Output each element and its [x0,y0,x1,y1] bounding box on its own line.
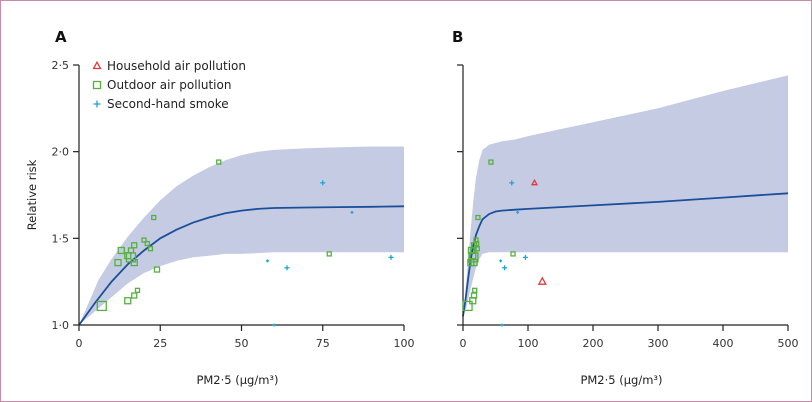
square-point [326,251,332,257]
legend-label: Outdoor air pollution [107,78,231,92]
square-point [216,159,222,165]
square-point [468,252,479,263]
y-tick-label: 1·5 [52,232,70,245]
plus-point [502,265,508,271]
square-point [114,258,122,267]
square-point [473,240,480,247]
plus-point [522,254,528,260]
square-point [470,258,478,267]
triangle-point [530,178,539,186]
x-tick-label: 0 [460,337,467,350]
square-point [462,300,473,312]
x-tick-label: 200 [583,337,604,350]
square-point [151,214,157,221]
square-point [144,240,150,247]
square-point [96,300,107,312]
y-axis-title: Relative risk [25,159,39,230]
x-tick-label: 0 [76,337,83,350]
square-point [130,258,138,267]
x-axis-title: PM2·5 (μg/m³) [196,373,278,387]
plus-point [272,323,276,327]
plus-point [516,210,520,214]
plus-point [500,323,504,327]
x-tick-label: 500 [778,337,799,350]
square-point [472,287,478,293]
legend-label: Second-hand smoke [107,97,229,111]
square-point [153,266,161,273]
x-tick-label: 50 [235,337,249,350]
plus-point [388,254,394,260]
x-axis-title: PM2·5 (μg/m³) [580,373,662,387]
square-point [117,246,125,255]
x-tick-label: 100 [394,337,415,350]
legend-plus-icon [93,100,101,108]
square-point [131,242,138,249]
square-point [131,292,138,299]
x-tick-label: 75 [316,337,330,350]
plus-point [350,210,354,214]
square-point [147,246,154,252]
plus-point [320,180,326,186]
plus-point [499,259,503,263]
plus-point [266,259,269,263]
y-tick-label: 2·0 [52,146,70,159]
legend-triangle-icon [92,60,102,70]
fitted-curve-a [78,205,405,326]
x-tick-label: 400 [713,337,734,350]
legend-label: Household air pollution [107,59,246,73]
square-point [474,246,480,252]
panel-letter-a: A [55,28,67,46]
plus-point [284,265,290,271]
x-tick-label: 100 [518,337,539,350]
square-point [134,287,141,293]
square-point [510,251,516,257]
confidence-band-b [463,75,788,317]
panel-letter-b: B [452,28,463,46]
y-tick-label: 2·5 [52,59,70,72]
legend-square-icon [92,80,102,90]
square-point [475,214,481,221]
square-point [470,292,478,299]
square-point [124,297,132,305]
plus-point [509,180,515,186]
square-point [488,159,494,165]
confidence-band-a [79,146,404,325]
square-point [141,237,147,243]
x-tick-label: 300 [648,337,669,350]
x-tick-label: 25 [153,337,167,350]
triangle-point [537,276,547,285]
y-tick-label: 1·0 [52,319,70,332]
